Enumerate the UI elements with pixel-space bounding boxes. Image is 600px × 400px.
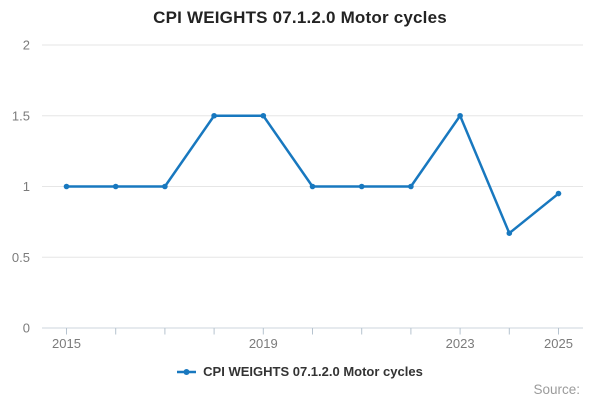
- data-point-marker: [260, 112, 267, 119]
- legend-series-label: CPI WEIGHTS 07.1.2.0 Motor cycles: [203, 364, 423, 379]
- y-axis-tick-label: 1.5: [12, 108, 30, 123]
- legend-marker-dot: [183, 368, 190, 375]
- data-point-marker: [358, 183, 365, 190]
- data-point-marker: [112, 183, 119, 190]
- data-point-marker: [309, 183, 316, 190]
- legend: CPI WEIGHTS 07.1.2.0 Motor cycles: [0, 364, 600, 379]
- y-axis-tick-label: 1: [23, 179, 30, 194]
- data-point-marker: [408, 183, 414, 190]
- x-axis-tick-label: 2023: [446, 336, 475, 351]
- chart-title: CPI WEIGHTS 07.1.2.0 Motor cycles: [153, 8, 447, 27]
- data-point-marker: [211, 112, 217, 119]
- x-axis-tick-label: 2025: [544, 336, 573, 351]
- data-point-marker: [555, 190, 562, 197]
- legend-line-marker-icon: [177, 368, 197, 375]
- data-point-marker: [162, 183, 168, 190]
- data-point-marker: [457, 112, 463, 119]
- y-axis-tick-label: 0.5: [12, 250, 30, 265]
- series-line: [65, 114, 560, 235]
- x-axis-tick-label: 2015: [52, 336, 81, 351]
- legend-item-series[interactable]: CPI WEIGHTS 07.1.2.0 Motor cycles: [177, 364, 423, 379]
- y-axis-tick-label: 0: [23, 321, 30, 336]
- source-note: Source:: [533, 382, 580, 397]
- data-point-marker: [63, 183, 70, 190]
- x-axis-tick-label: 2019: [249, 336, 278, 351]
- data-point-marker: [506, 230, 513, 236]
- y-axis-tick-label: 2: [23, 38, 30, 53]
